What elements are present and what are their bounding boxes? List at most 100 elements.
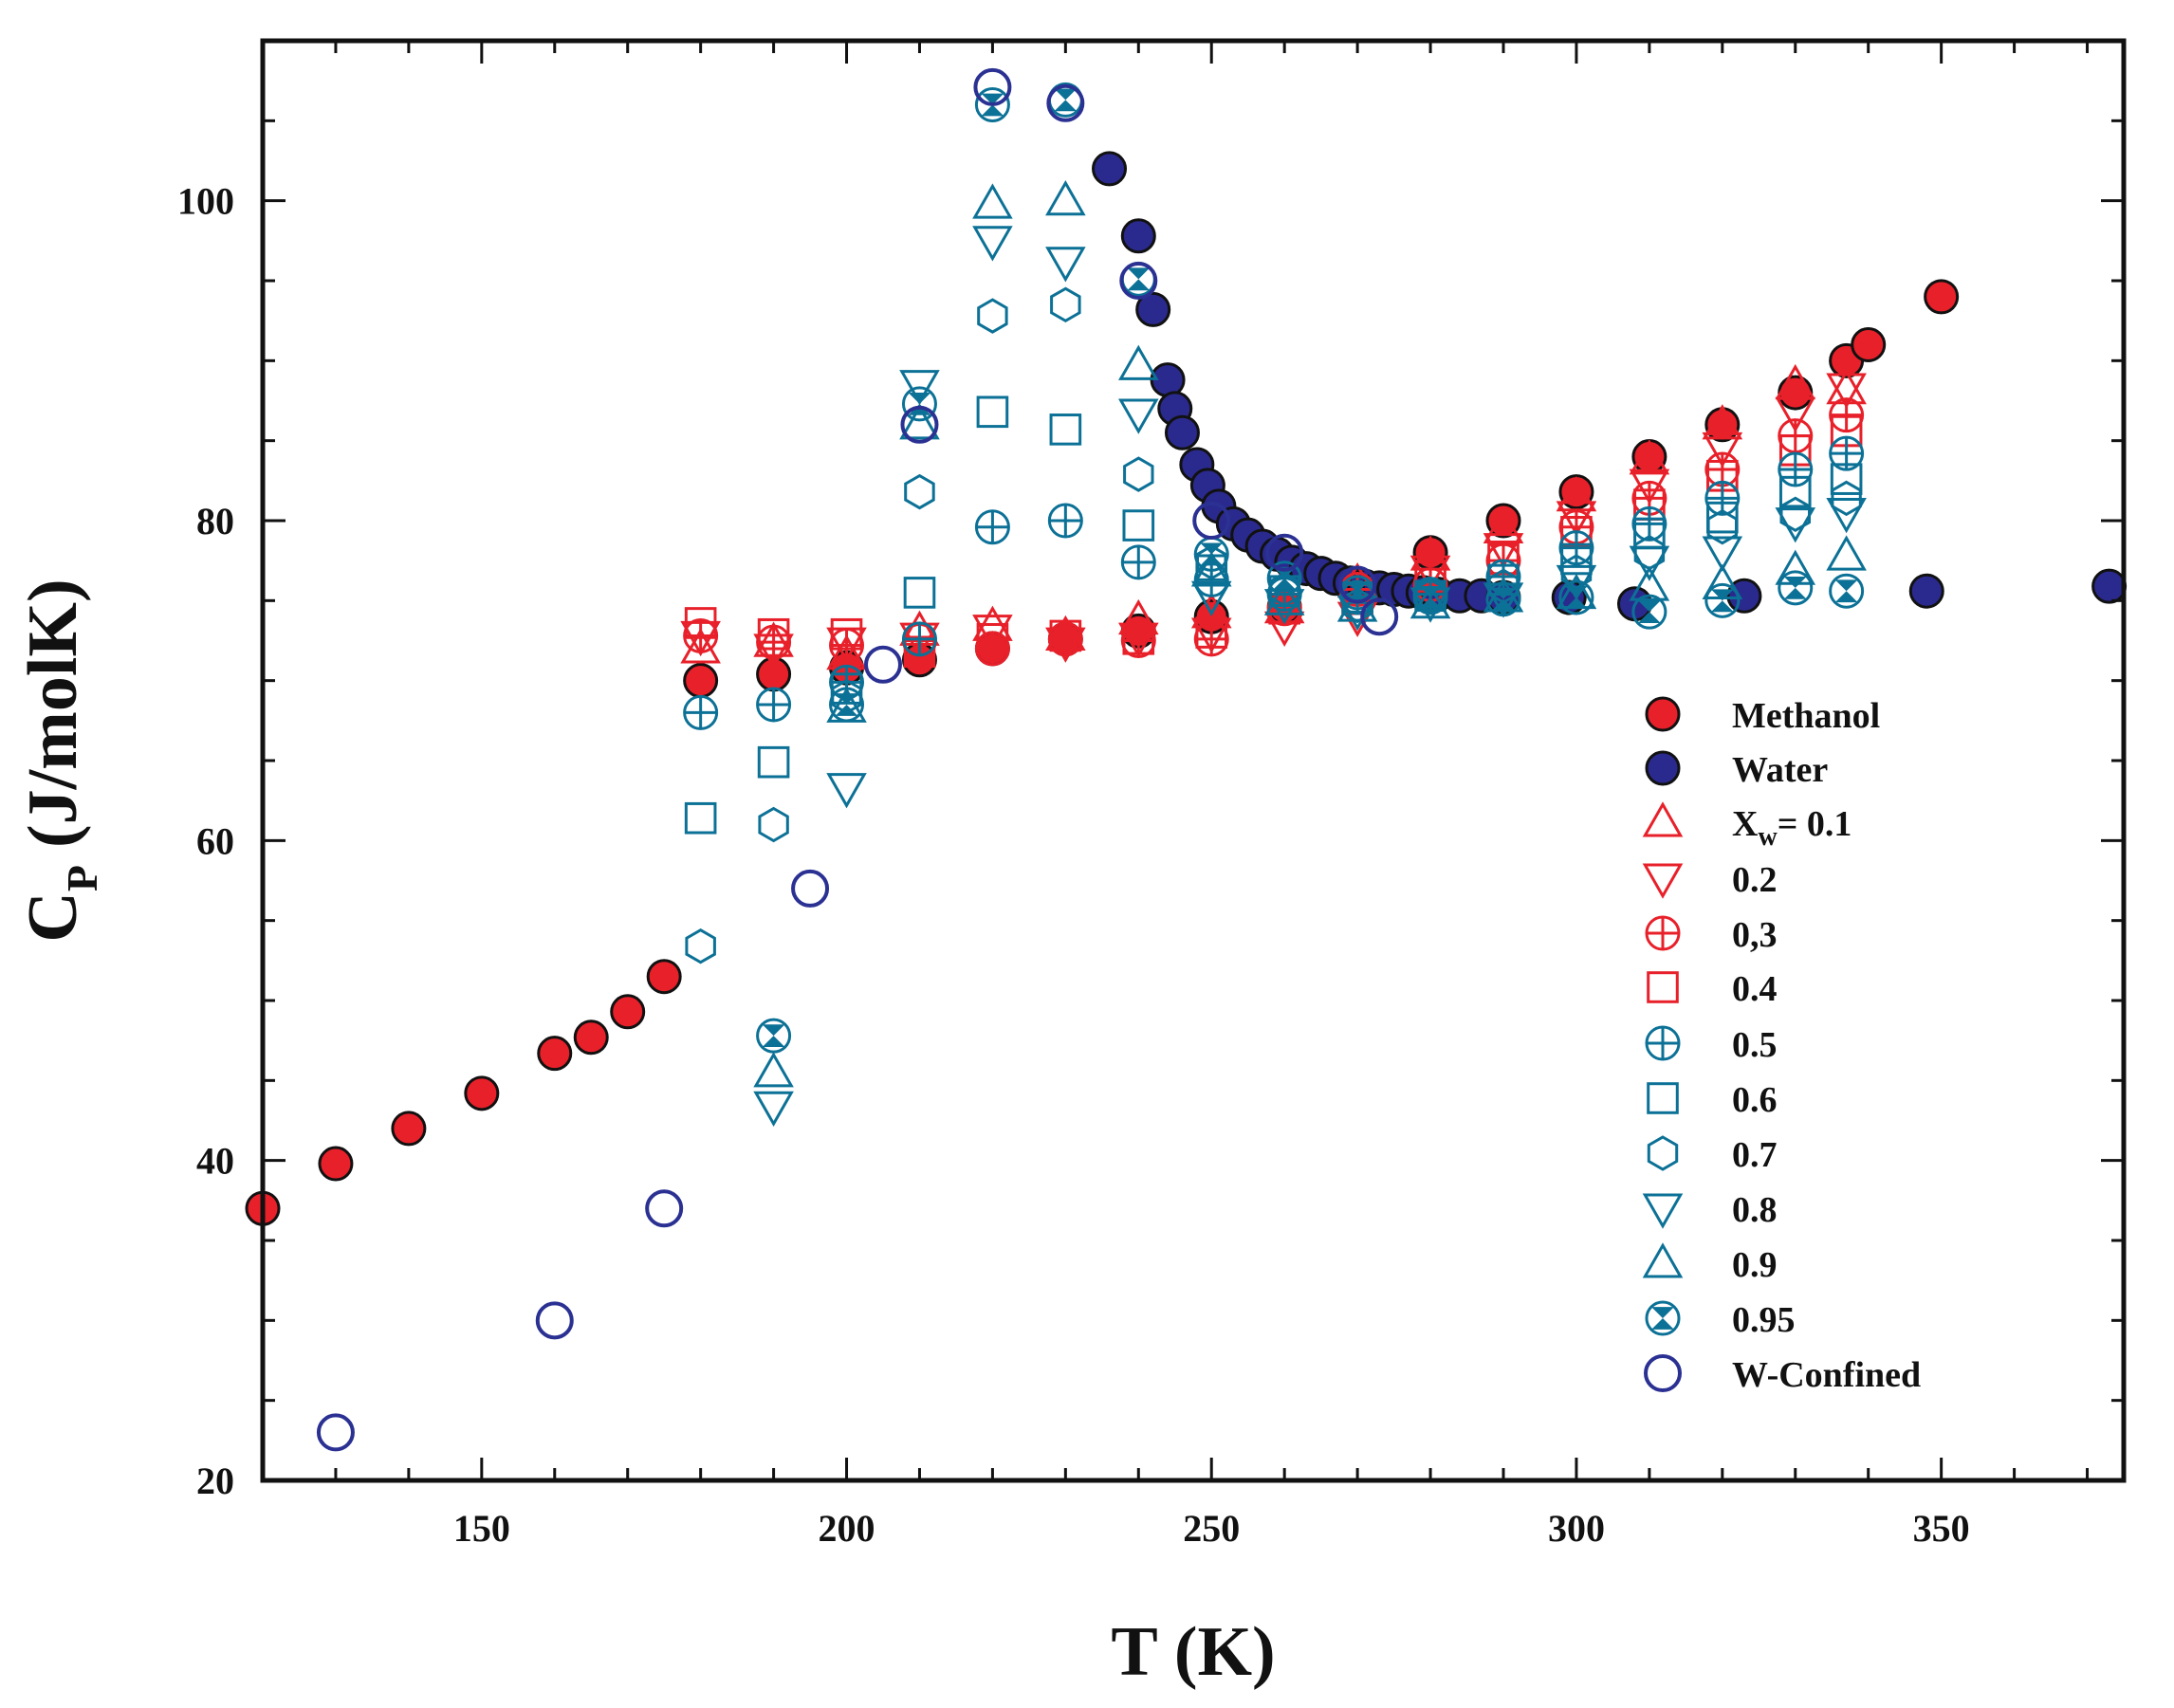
point-10-6 — [1190, 551, 1232, 587]
legend-label: 0.6 — [1732, 1080, 1778, 1120]
series-0.9 — [753, 179, 1867, 1088]
point-5-7 — [1195, 616, 1228, 649]
point-9-6 — [1190, 580, 1232, 616]
point-9-3 — [972, 226, 1013, 262]
point-0-23 — [1778, 375, 1814, 411]
point-7-15 — [1778, 475, 1812, 508]
point-11-9 — [1412, 579, 1448, 615]
point-11-13 — [1704, 582, 1741, 618]
point-0-8 — [683, 663, 719, 699]
point-9-4 — [1045, 247, 1086, 283]
axis-ticks — [261, 39, 2124, 1482]
point-10-2 — [899, 404, 940, 440]
point-11-11 — [1558, 579, 1594, 615]
point-3-4 — [972, 615, 1013, 651]
point-12-1 — [535, 1301, 574, 1340]
point-12-10 — [1265, 533, 1304, 572]
point-0-4 — [537, 1036, 573, 1072]
legend-item: 0.8 — [1642, 1190, 1778, 1230]
point-6-3 — [901, 621, 937, 657]
point-6-6 — [1120, 544, 1156, 580]
series-W-Confined — [316, 67, 1399, 1452]
point-4-2 — [829, 628, 865, 664]
legend-label: 0,3 — [1732, 915, 1778, 955]
point-1-30 — [1908, 573, 1944, 609]
legend-item: 0.95 — [1645, 1300, 1796, 1340]
legend-marker — [1647, 1082, 1679, 1114]
legend-label: 0.4 — [1732, 969, 1778, 1009]
point-8-8 — [1269, 571, 1300, 608]
point-3-16 — [1826, 373, 1867, 409]
x-tick-label: 300 — [1548, 1507, 1605, 1550]
point-8-15 — [1779, 496, 1811, 533]
point-9-7 — [1263, 589, 1305, 625]
legend-label: W-Confined — [1732, 1355, 1921, 1395]
point-0-7 — [646, 959, 682, 995]
legend-item: 0.6 — [1647, 1080, 1778, 1120]
point-11-12 — [1631, 594, 1667, 630]
legend-label: 0.8 — [1732, 1190, 1778, 1230]
point-4-16 — [1829, 397, 1865, 433]
point-2-13 — [1629, 439, 1670, 475]
point-6-5 — [1047, 503, 1083, 539]
point-8-6 — [1123, 456, 1154, 492]
point-7-6 — [1122, 509, 1155, 542]
point-4-6 — [1120, 623, 1156, 658]
point-10-15 — [1826, 535, 1867, 571]
point-7-3 — [903, 577, 936, 609]
legend-item: W-Confined — [1644, 1354, 1921, 1395]
point-4-0 — [683, 617, 719, 653]
point-6-12 — [1558, 530, 1594, 566]
x-tick-label: 200 — [819, 1507, 875, 1550]
legend-label: Xw= 0.1 — [1732, 804, 1852, 852]
point-5-1 — [757, 617, 790, 651]
point-10-7 — [1263, 579, 1305, 615]
x-axis-label: T (K) — [1111, 1613, 1275, 1691]
legend-item: 0.4 — [1647, 969, 1778, 1009]
point-8-7 — [1196, 544, 1227, 580]
point-1-1 — [1120, 218, 1156, 254]
point-12-4 — [864, 645, 902, 684]
legend-label: 0.95 — [1732, 1300, 1796, 1340]
y-tick-label: 80 — [196, 500, 234, 542]
point-7-12 — [1560, 542, 1593, 576]
point-5-5 — [1049, 619, 1082, 652]
legend-marker — [1645, 1025, 1681, 1061]
point-8-5 — [1050, 286, 1081, 323]
plot-frame — [260, 38, 2127, 1483]
point-11-15 — [1829, 573, 1865, 609]
point-5-6 — [1122, 623, 1155, 655]
point-0-1 — [318, 1146, 354, 1182]
point-7-4 — [976, 395, 1009, 429]
point-10-12 — [1629, 565, 1670, 601]
point-2-11 — [1483, 507, 1524, 543]
point-4-1 — [756, 624, 792, 660]
legend-item: 0,3 — [1645, 915, 1778, 955]
point-10-10 — [1483, 577, 1524, 613]
point-6-4 — [974, 509, 1010, 545]
point-1-0 — [1092, 151, 1128, 187]
point-3-14 — [1702, 432, 1743, 468]
point-12-6 — [973, 67, 1012, 106]
point-3-11 — [1483, 533, 1524, 569]
point-7-1 — [757, 745, 790, 779]
x-tick-label: 250 — [1183, 1507, 1240, 1550]
point-11-10 — [1485, 581, 1521, 617]
point-6-14 — [1704, 480, 1741, 516]
point-0-19 — [1485, 503, 1521, 539]
point-12-9 — [1192, 502, 1231, 540]
point-0-20 — [1558, 474, 1594, 510]
point-9-1 — [826, 773, 867, 809]
point-8-4 — [977, 298, 1008, 334]
point-0-25 — [1851, 326, 1887, 362]
legend-marker — [1645, 915, 1681, 951]
point-5-4 — [976, 623, 1009, 655]
point-7-16 — [1830, 463, 1863, 495]
point-12-5 — [900, 405, 939, 444]
point-6-13 — [1631, 505, 1667, 542]
point-3-15 — [1775, 396, 1816, 433]
y-tick-label: 40 — [196, 1140, 234, 1183]
legend-item: 0.2 — [1642, 860, 1778, 900]
point-9-2 — [899, 370, 940, 406]
